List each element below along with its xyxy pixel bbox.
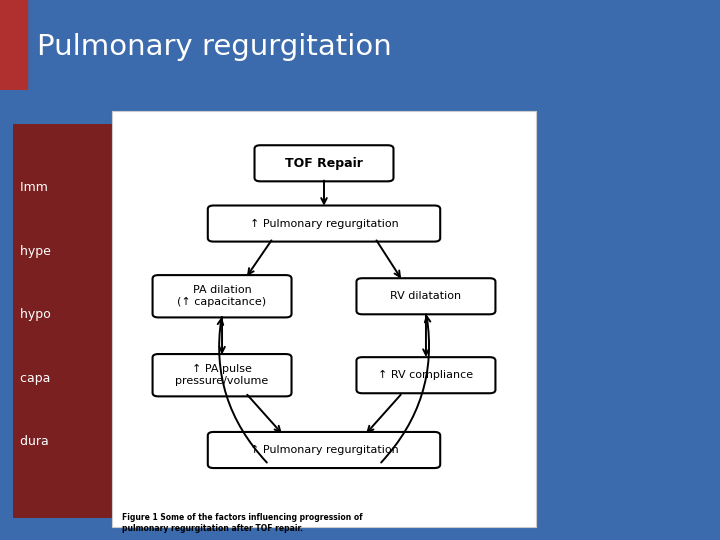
Bar xyxy=(0,0,27,90)
Text: Imm                                                       ROA,: Imm ROA, xyxy=(20,181,299,194)
Text: dura                                                        R.: dura R. xyxy=(20,435,285,448)
Text: hypo                                                  al(low: hypo al(low xyxy=(20,308,289,321)
Bar xyxy=(112,111,536,527)
Text: ↑ PA pulse
pressure/volume: ↑ PA pulse pressure/volume xyxy=(176,364,269,387)
Text: RV dilatation: RV dilatation xyxy=(390,291,462,301)
Bar xyxy=(13,124,459,518)
FancyBboxPatch shape xyxy=(153,354,292,396)
Text: Pulmonary regurgitation: Pulmonary regurgitation xyxy=(37,33,392,61)
FancyBboxPatch shape xyxy=(356,357,495,393)
Text: ↑ Pulmonary regurgitation: ↑ Pulmonary regurgitation xyxy=(250,445,398,455)
FancyBboxPatch shape xyxy=(208,206,440,241)
Text: Figure 1 Some of the factors influencing progression of
pulmonary regurgitation : Figure 1 Some of the factors influencing… xyxy=(122,513,363,534)
Text: ↑ RV compliance: ↑ RV compliance xyxy=(379,370,474,380)
FancyBboxPatch shape xyxy=(153,275,292,318)
FancyBboxPatch shape xyxy=(356,278,495,314)
FancyBboxPatch shape xyxy=(254,145,394,181)
Text: capa                                                    short: capa short xyxy=(20,372,291,384)
Text: hype                                                    A  are: hype A are xyxy=(20,245,296,258)
FancyBboxPatch shape xyxy=(208,432,440,468)
Text: ↑ Pulmonary regurgitation: ↑ Pulmonary regurgitation xyxy=(250,219,398,228)
Text: TOF Repair: TOF Repair xyxy=(285,157,363,170)
Text: PA dilation
(↑ capacitance): PA dilation (↑ capacitance) xyxy=(178,285,266,307)
